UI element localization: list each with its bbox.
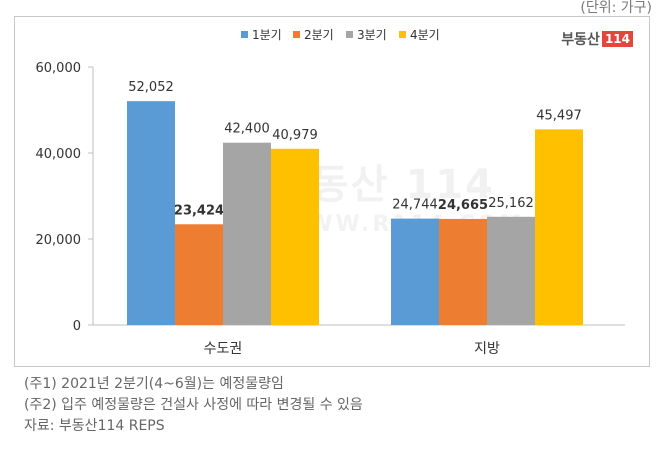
unit-label: (단위: 가구) [580,0,652,16]
y-tick-label: 20,000 [36,233,82,248]
y-tick-label: 0 [73,319,81,334]
x-tick-label: 지방 [474,341,500,357]
bar-2-1 [175,224,223,325]
bar-1-1 [127,101,175,326]
data-label: 23,424 [174,203,224,218]
brand-logo: 부동산 114 [561,29,633,49]
data-label: 40,979 [272,128,318,143]
bar-chart: 0 20,000 40,000 60,000 52,052 23,424 42,400 40,… [36,28,625,357]
legend-label: 1분기 [252,28,282,42]
bar-4-2 [535,129,583,325]
data-label: 42,400 [224,122,270,137]
data-label: 25,162 [488,196,534,211]
y-tick-label: 40,000 [36,147,82,162]
y-tick-label: 60,000 [36,61,82,76]
legend-swatch [241,31,248,38]
legend-swatch [399,31,406,38]
x-tick-label: 수도권 [204,341,243,357]
footnote-2: (주2) 입주 예정물량은 건설사 사정에 따라 변경될 수 있음 [24,397,363,413]
footnotes: (주1) 2021년 2분기(4~6월)는 예정물량임 (주2) 입주 예정물량… [24,374,363,437]
data-label: 24,665 [438,198,488,213]
legend-swatch [293,31,300,38]
legend-label: 4분기 [410,28,440,42]
brand-text: 부동산 [561,32,600,48]
bar-3-1 [223,142,271,325]
footnote-1: (주1) 2021년 2분기(4~6월)는 예정물량임 [24,376,284,392]
data-label: 52,052 [128,80,174,95]
legend-swatch [346,31,353,38]
data-label: 24,744 [392,198,438,213]
data-label: 45,497 [536,108,582,123]
brand-box: 114 [601,31,633,47]
bar-1-2 [391,218,439,325]
bar-2-2 [439,218,487,325]
source-note: 자료: 부동산114 REPS [24,418,165,434]
legend-label: 3분기 [357,28,387,42]
bar-4-1 [271,148,319,325]
bar-3-2 [487,216,535,325]
legend-label: 2분기 [304,28,334,42]
chart-frame: 부동산 114 WWW.R114.COM 020,00040,00060,000… [14,16,650,367]
